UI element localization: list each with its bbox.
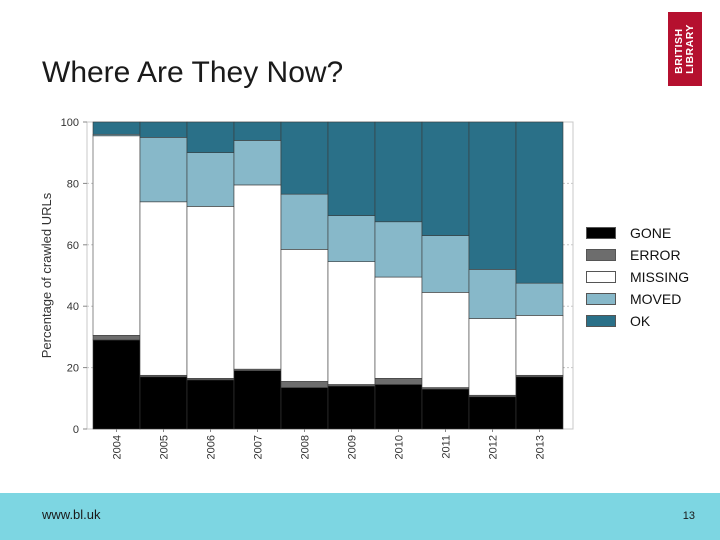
- bar-segment-gone-2006: [186, 379, 235, 430]
- legend-swatch: [586, 249, 616, 261]
- bar-segment-moved-2012: [468, 269, 517, 319]
- bar-segment-missing-2005: [139, 201, 188, 376]
- british-library-logo: BRITISH LIBRARY: [668, 12, 702, 86]
- bar-segment-ok-2006: [186, 121, 235, 154]
- bar-segment-missing-2011: [421, 292, 470, 388]
- bar-segment-ok-2011: [421, 121, 470, 236]
- bar-segment-error-2010: [374, 378, 423, 385]
- bar-segment-ok-2012: [468, 121, 517, 270]
- bar-segment-gone-2009: [327, 385, 376, 430]
- bar-segment-moved-2010: [374, 221, 423, 278]
- bar-segment-missing-2013: [515, 315, 564, 376]
- bar-segment-gone-2005: [139, 376, 188, 430]
- bar-segment-gone-2011: [421, 388, 470, 430]
- legend-label: MISSING: [630, 269, 690, 285]
- bar-segment-moved-2007: [233, 140, 282, 186]
- legend-label: ERROR: [630, 247, 681, 263]
- footer-bar: www.bl.uk 13: [0, 493, 720, 540]
- bar-segment-gone-2004: [92, 339, 141, 430]
- x-tick-label: 2010: [394, 435, 406, 459]
- legend-label: MOVED: [630, 291, 682, 307]
- bar-segment-gone-2007: [233, 370, 282, 430]
- legend-item-missing: MISSING: [586, 266, 689, 288]
- legend-item-moved: MOVED: [586, 288, 689, 310]
- bar-segment-ok-2005: [139, 121, 188, 138]
- x-tick-label: 2013: [535, 435, 547, 459]
- bar-segment-missing-2012: [468, 318, 517, 396]
- x-tick-label: 2004: [112, 435, 124, 459]
- footer-url[interactable]: www.bl.uk: [42, 507, 101, 522]
- y-tick-label: 100: [61, 117, 79, 129]
- y-tick-label: 20: [67, 363, 79, 375]
- bar-segment-error-2004: [92, 335, 141, 341]
- x-tick-label: 2005: [159, 435, 171, 459]
- bar-segment-moved-2005: [139, 137, 188, 203]
- bar-segment-ok-2009: [327, 121, 376, 216]
- y-tick-label: 0: [73, 424, 79, 436]
- stacked-bar-chart: 0 20 40 60 80 100 Percentage of crawled URLs 20…: [39, 117, 574, 459]
- legend-label: OK: [630, 313, 651, 329]
- page-number: 13: [682, 510, 695, 522]
- bar-segment-moved-2009: [327, 215, 376, 262]
- bar-segment-gone-2013: [515, 376, 564, 430]
- bar-segment-ok-2013: [515, 121, 564, 284]
- legend-swatch: [586, 293, 616, 305]
- bar-segment-ok-2004: [92, 121, 141, 135]
- legend-label: GONE: [630, 225, 672, 241]
- slide-title: Where Are They Now?: [42, 56, 344, 89]
- bar-segment-ok-2008: [280, 121, 329, 195]
- bar-segment-missing-2004: [92, 135, 141, 336]
- legend-swatch: [586, 315, 616, 327]
- x-tick-label: 2012: [488, 435, 500, 459]
- legend-item-ok: OK: [586, 310, 689, 332]
- legend-item-error: ERROR: [586, 244, 689, 266]
- bar-segment-missing-2010: [374, 276, 423, 379]
- x-tick-label: 2006: [206, 435, 218, 459]
- bar-segment-missing-2008: [280, 249, 329, 382]
- bar-segment-missing-2009: [327, 261, 376, 385]
- y-tick-label: 40: [67, 301, 79, 313]
- bar-segment-ok-2007: [233, 121, 282, 141]
- x-tick-label: 2009: [347, 435, 359, 459]
- bar-segment-missing-2007: [233, 184, 282, 370]
- bar-segment-moved-2011: [421, 235, 470, 293]
- bar-segment-moved-2006: [186, 152, 235, 207]
- bar-segment-gone-2008: [280, 387, 329, 430]
- bar-segment-ok-2010: [374, 121, 423, 223]
- bar-segment-gone-2012: [468, 396, 517, 430]
- bar-segment-moved-2013: [515, 282, 564, 316]
- legend-swatch: [586, 227, 616, 239]
- x-tick-label: 2007: [253, 435, 265, 459]
- legend-item-gone: GONE: [586, 222, 689, 244]
- y-tick-label: 80: [67, 178, 79, 190]
- legend-swatch: [586, 271, 616, 283]
- bar-segment-moved-2008: [280, 193, 329, 250]
- bar-segment-gone-2010: [374, 384, 423, 430]
- bar-segment-error-2008: [280, 381, 329, 388]
- x-tick-label: 2008: [300, 435, 312, 459]
- x-tick-label: 2011: [441, 435, 453, 459]
- y-axis-label: Percentage of crawled URLs: [39, 192, 54, 358]
- chart-legend: GONE ERROR MISSING MOVED OK: [586, 222, 689, 332]
- bar-segment-missing-2006: [186, 206, 235, 379]
- y-tick-label: 60: [67, 240, 79, 252]
